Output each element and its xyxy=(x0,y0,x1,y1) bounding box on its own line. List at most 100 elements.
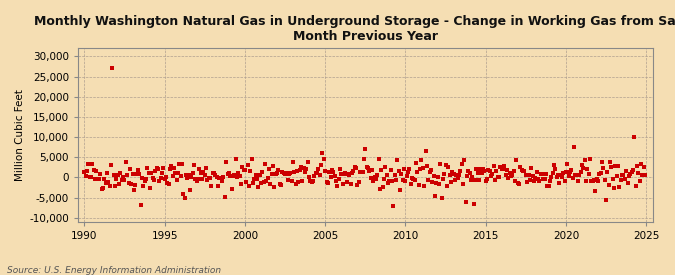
Point xyxy=(122,173,132,178)
Point xyxy=(418,184,429,189)
Point xyxy=(499,164,510,168)
Point xyxy=(628,168,639,172)
Point xyxy=(226,187,237,191)
Point xyxy=(83,162,94,166)
Point xyxy=(147,176,158,180)
Point xyxy=(219,194,230,199)
Point xyxy=(420,149,431,153)
Point xyxy=(257,170,268,174)
Point xyxy=(336,172,347,176)
Point xyxy=(606,165,617,169)
Point xyxy=(412,170,423,175)
Point xyxy=(140,177,151,181)
Point xyxy=(256,181,267,185)
Point xyxy=(309,174,320,178)
Point xyxy=(167,174,178,178)
Point xyxy=(123,181,134,185)
Point xyxy=(296,165,306,169)
Point xyxy=(298,166,309,170)
Point xyxy=(443,165,454,169)
Point xyxy=(365,175,376,180)
Point xyxy=(559,179,570,183)
Point xyxy=(189,163,200,167)
Point xyxy=(120,160,131,164)
Point xyxy=(542,184,553,188)
Point xyxy=(472,170,483,175)
Point xyxy=(285,171,296,175)
Point xyxy=(610,163,621,168)
Point xyxy=(354,169,365,174)
Point xyxy=(495,165,506,170)
Point xyxy=(388,204,399,208)
Point xyxy=(377,185,388,189)
Point xyxy=(91,169,102,174)
Point xyxy=(324,170,335,174)
Point xyxy=(485,169,495,173)
Point xyxy=(297,179,308,183)
Point xyxy=(103,180,114,184)
Point xyxy=(432,175,443,179)
Point xyxy=(639,173,650,177)
Point xyxy=(456,162,467,166)
Point xyxy=(199,172,210,177)
Point xyxy=(325,175,336,179)
Point xyxy=(602,170,613,174)
Point xyxy=(497,167,508,172)
Point xyxy=(391,178,402,182)
Point xyxy=(394,169,404,173)
Point xyxy=(429,193,440,198)
Point xyxy=(171,178,182,182)
Point xyxy=(333,176,344,181)
Point xyxy=(551,174,562,179)
Point xyxy=(444,173,455,177)
Point xyxy=(293,180,304,185)
Point xyxy=(329,174,340,178)
Point xyxy=(263,175,273,180)
Point xyxy=(348,169,358,174)
Point xyxy=(210,173,221,178)
Point xyxy=(408,177,419,181)
Point xyxy=(515,165,526,169)
Point xyxy=(379,177,389,181)
Point xyxy=(608,177,618,181)
Point xyxy=(230,157,241,161)
Point xyxy=(115,170,126,175)
Point xyxy=(206,184,217,188)
Point xyxy=(407,175,418,180)
Point xyxy=(323,181,333,185)
Point xyxy=(384,178,395,183)
Point xyxy=(458,182,468,186)
Point xyxy=(546,175,557,179)
Point xyxy=(134,172,144,176)
Point xyxy=(404,167,415,171)
Point xyxy=(139,178,150,183)
Point xyxy=(163,182,174,186)
Point xyxy=(101,180,111,185)
Point xyxy=(423,178,433,183)
Point xyxy=(180,196,190,200)
Point xyxy=(591,177,602,182)
Point xyxy=(97,187,107,191)
Point xyxy=(316,163,327,167)
Point xyxy=(357,169,368,174)
Point xyxy=(143,171,154,175)
Point xyxy=(132,168,143,172)
Point xyxy=(124,167,135,172)
Point xyxy=(304,175,315,179)
Point xyxy=(229,173,240,177)
Point xyxy=(95,171,106,176)
Point xyxy=(547,171,558,175)
Point xyxy=(203,175,214,180)
Point xyxy=(342,172,353,177)
Point xyxy=(127,172,138,176)
Point xyxy=(144,186,155,190)
Point xyxy=(275,183,286,187)
Point xyxy=(572,179,583,183)
Point xyxy=(105,183,115,188)
Point xyxy=(618,173,629,177)
Point xyxy=(534,179,545,183)
Point xyxy=(595,171,606,175)
Point xyxy=(90,177,101,181)
Point xyxy=(380,165,391,170)
Point xyxy=(446,180,456,185)
